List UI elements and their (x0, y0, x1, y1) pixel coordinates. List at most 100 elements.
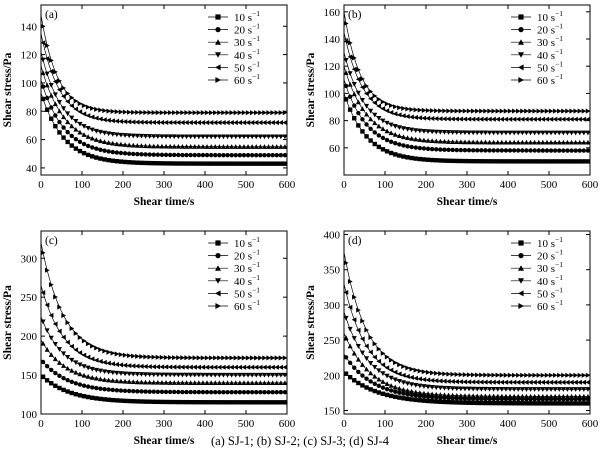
data-point (458, 108, 464, 114)
data-point (479, 108, 484, 114)
data-point (106, 369, 112, 375)
data-point (282, 372, 288, 378)
data-point (261, 134, 267, 140)
data-point (503, 393, 509, 399)
data-point (360, 383, 365, 388)
data-point (217, 152, 222, 158)
data-point (560, 387, 566, 392)
data-point (561, 401, 566, 406)
data-point (368, 387, 373, 392)
data-point (454, 108, 460, 114)
data-point (151, 152, 156, 157)
data-point (69, 325, 75, 331)
data-point (454, 147, 459, 153)
data-point (491, 130, 497, 136)
data-point (548, 130, 554, 136)
data-point (208, 134, 214, 140)
legend-marker (518, 303, 524, 309)
data-point (548, 401, 554, 406)
data-point (134, 363, 140, 369)
data-point (143, 119, 148, 125)
data-point (442, 371, 447, 377)
data-point (212, 380, 218, 386)
legend-entry: 60 s−1 (537, 72, 563, 87)
data-point (417, 398, 423, 403)
data-point (511, 159, 517, 164)
data-point (270, 152, 275, 158)
data-point (278, 161, 284, 166)
data-point (180, 161, 185, 166)
data-point (355, 76, 361, 82)
data-point (110, 158, 115, 163)
data-point (118, 159, 124, 164)
data-point (139, 160, 144, 166)
data-point (458, 379, 464, 385)
data-point (364, 327, 370, 333)
data-point (122, 142, 128, 147)
data-point (143, 152, 148, 157)
data-point (511, 401, 517, 406)
series-line-30 (343, 332, 590, 397)
data-point (491, 400, 496, 406)
data-point (421, 390, 427, 396)
data-point (216, 380, 222, 386)
data-point (499, 393, 505, 399)
data-point (241, 152, 247, 158)
data-point (359, 362, 365, 367)
data-point (147, 119, 152, 125)
data-point (262, 110, 267, 116)
data-point (204, 134, 210, 140)
data-point (438, 371, 443, 377)
data-point (40, 359, 46, 365)
data-point (262, 389, 267, 395)
data-point (118, 109, 124, 115)
data-point (118, 388, 124, 393)
data-point (458, 158, 464, 164)
data-point (524, 159, 529, 164)
data-point (151, 160, 156, 166)
data-point (499, 148, 505, 153)
data-point (237, 152, 243, 158)
data-point (359, 84, 365, 90)
data-point (159, 152, 165, 158)
legend-entry: 50 s−1 (537, 285, 563, 300)
data-point (466, 108, 472, 114)
data-point (429, 157, 435, 163)
data-point (48, 82, 54, 88)
data-point (421, 384, 427, 389)
data-point (487, 130, 493, 136)
data-point (270, 144, 276, 149)
data-point (221, 152, 226, 158)
data-point (69, 379, 74, 385)
data-point (258, 152, 263, 158)
data-point (143, 354, 149, 360)
data-point (540, 148, 546, 153)
data-point (351, 317, 357, 323)
data-point (511, 130, 517, 136)
data-point (434, 147, 439, 152)
data-point (511, 379, 517, 385)
data-point (163, 372, 169, 378)
data-point (61, 125, 66, 130)
data-point (147, 143, 153, 149)
data-point (400, 387, 406, 392)
data-point (516, 372, 521, 378)
data-point (61, 85, 67, 91)
data-point (458, 393, 464, 398)
data-point (40, 319, 46, 325)
data-point (482, 116, 488, 122)
data-point (89, 127, 95, 133)
data-point (564, 116, 570, 122)
data-point (163, 110, 169, 116)
data-point (254, 110, 259, 116)
data-point (569, 148, 574, 153)
data-point (532, 159, 537, 164)
data-point (225, 380, 231, 386)
data-point (179, 143, 185, 149)
data-point (131, 109, 136, 115)
data-point (544, 108, 550, 114)
data-point (44, 267, 50, 273)
data-point (282, 389, 288, 395)
data-point (233, 144, 239, 149)
data-point (241, 400, 247, 405)
